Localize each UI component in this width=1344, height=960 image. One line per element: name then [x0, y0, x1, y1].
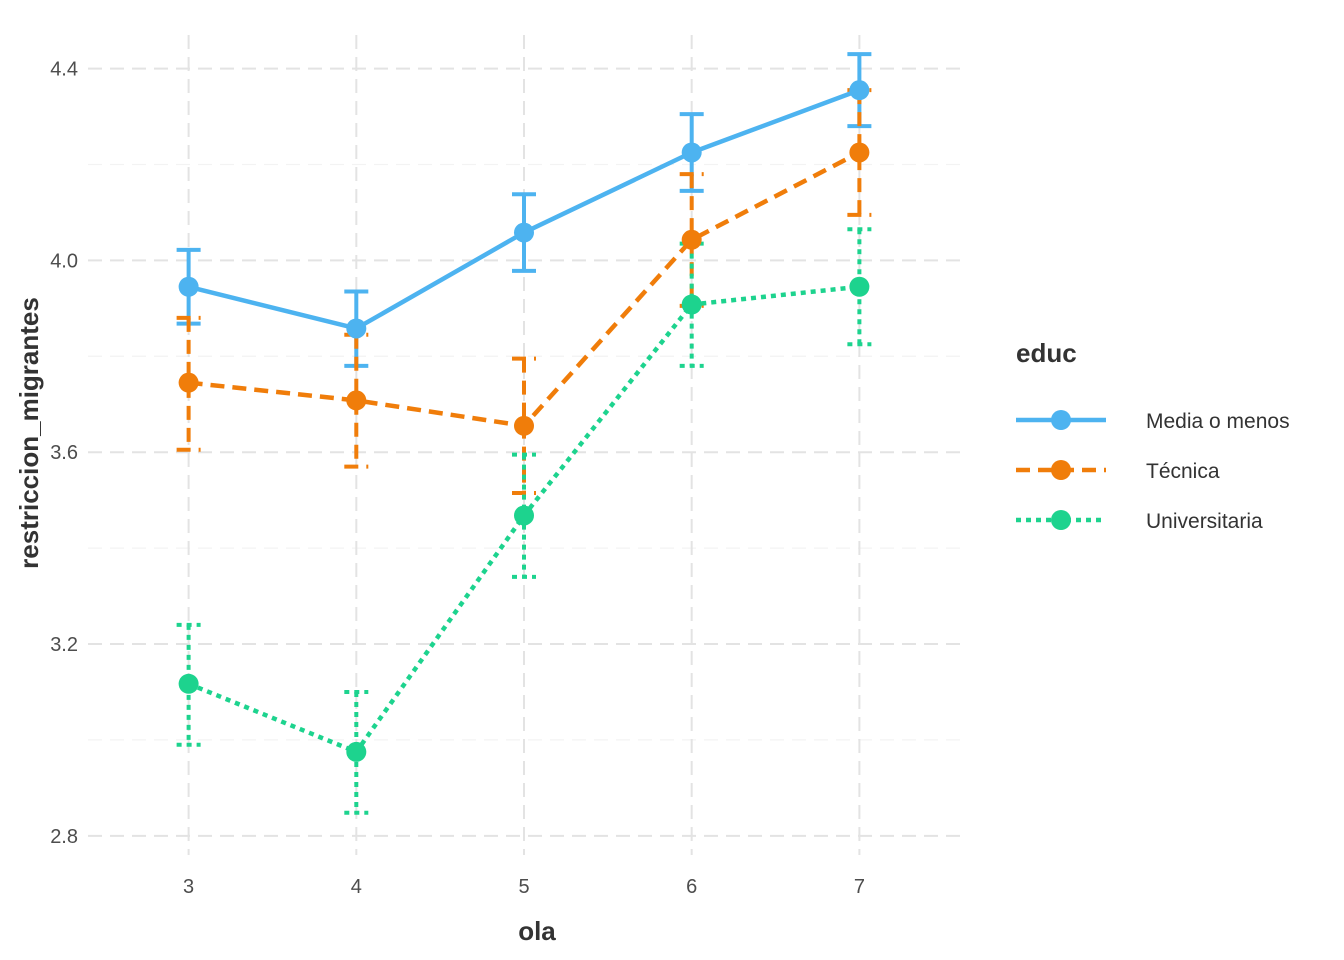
data-point	[849, 276, 870, 297]
y-axis-title: restriccion_migrantes	[14, 297, 44, 569]
y-tick-label: 4.0	[50, 250, 78, 272]
data-point	[681, 229, 702, 250]
legend-items: Media o menos Técnica Universitaria	[1016, 410, 1290, 533]
y-tick-label: 3.6	[50, 442, 78, 464]
data-point	[681, 294, 702, 315]
legend-label: Técnica	[1146, 460, 1220, 483]
data-point	[514, 505, 534, 526]
y-tick-label: 3.2	[50, 634, 78, 656]
x-tick-label: 6	[686, 876, 697, 898]
grid-lines	[88, 35, 960, 855]
x-tick-label: 7	[854, 876, 865, 898]
series-points	[178, 80, 870, 762]
y-tick-label: 2.8	[50, 826, 78, 848]
data-point	[178, 673, 199, 694]
legend-key-point	[1051, 510, 1071, 530]
data-point	[681, 142, 702, 163]
x-tick-label: 5	[518, 876, 529, 898]
data-point	[849, 142, 870, 163]
legend-label: Media o menos	[1146, 410, 1290, 433]
data-point	[514, 415, 534, 436]
data-point	[178, 372, 199, 393]
data-point	[346, 741, 367, 762]
legend-label: Universitaria	[1146, 510, 1263, 533]
data-point	[346, 390, 367, 411]
x-tick-label: 3	[183, 876, 194, 898]
x-tick-labels: 3 4 5 6 7	[183, 876, 865, 898]
y-tick-label: 4.4	[50, 59, 78, 81]
data-point	[849, 80, 870, 101]
legend: educ Media o menos Técnica Universitaria	[1016, 338, 1290, 533]
x-tick-label: 4	[351, 876, 362, 898]
x-axis-title: ola	[518, 916, 556, 946]
data-point	[514, 222, 534, 243]
data-point	[178, 276, 199, 297]
y-tick-labels: 2.8 3.2 3.6 4.0 4.4	[50, 59, 78, 848]
legend-title: educ	[1016, 338, 1077, 368]
data-point	[346, 318, 367, 339]
legend-key-point	[1051, 410, 1071, 430]
legend-key-point	[1051, 460, 1071, 480]
